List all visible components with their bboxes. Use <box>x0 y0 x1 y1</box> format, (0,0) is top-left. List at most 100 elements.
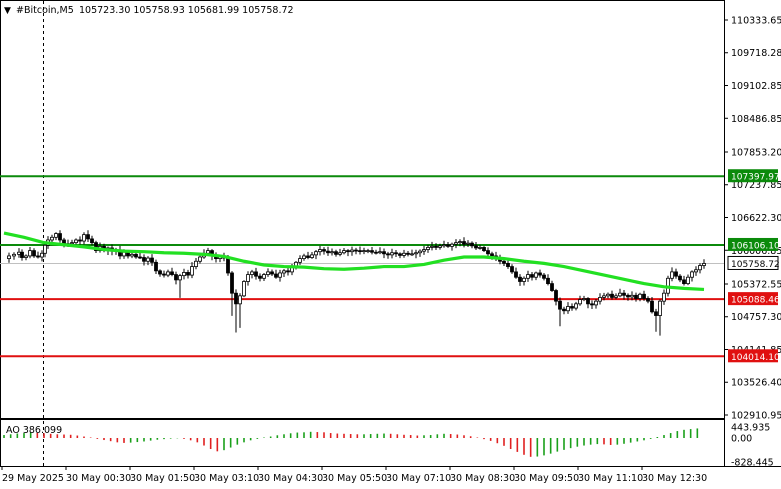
candle-body <box>634 294 638 299</box>
candle-body <box>434 245 438 248</box>
candle-body <box>366 250 370 253</box>
price-level-label: 104014.10 <box>731 353 780 363</box>
candle-body <box>550 283 554 291</box>
price-level-label: 105088.46 <box>731 296 780 306</box>
candle-body <box>250 271 254 275</box>
candle-body <box>74 239 78 244</box>
candle-body <box>510 266 514 273</box>
candle-body <box>622 292 626 296</box>
candle-body <box>502 260 506 264</box>
candle-body <box>698 265 702 271</box>
candle-body <box>17 251 21 255</box>
candle-body <box>526 274 530 279</box>
ao-subwindow-frame <box>0 419 725 467</box>
price-level-tag <box>728 349 778 363</box>
candle-body <box>646 298 650 302</box>
candle-body <box>90 238 94 244</box>
candle-body <box>594 300 598 306</box>
candle-body <box>442 244 446 247</box>
candle-body <box>78 239 82 242</box>
candle-body <box>362 250 366 253</box>
candle-body <box>670 271 674 279</box>
ao-indicator-label: AO 386.099 <box>6 425 62 436</box>
candle-body <box>242 281 246 297</box>
time-tick-label: 30 May 05:50 <box>322 473 387 484</box>
candle-body <box>334 251 338 255</box>
current-price-tag <box>727 255 779 270</box>
candle-body <box>590 303 594 306</box>
candle-body <box>446 244 450 247</box>
candle-body <box>390 252 394 256</box>
candle-body <box>678 275 682 281</box>
candle-body <box>170 271 174 275</box>
candle-body <box>138 256 142 259</box>
time-tick-label: 30 May 08:30 <box>450 473 515 484</box>
candle-body <box>70 242 74 245</box>
price-tick-label: 108486.85 <box>731 114 781 125</box>
candle-body <box>158 270 162 275</box>
candle-body <box>134 253 138 258</box>
candle-body <box>506 262 510 267</box>
candle-body <box>478 247 482 249</box>
candle-body <box>298 258 302 263</box>
candle-body <box>454 242 458 245</box>
candle-body <box>582 298 586 300</box>
candle-body <box>358 250 362 253</box>
candle-body <box>642 293 646 299</box>
candle-body <box>318 249 322 253</box>
candle-body <box>198 256 202 262</box>
candle-body <box>386 253 390 256</box>
candle-body <box>286 270 290 273</box>
candle-body <box>174 274 178 281</box>
price-level-tag <box>728 237 778 251</box>
candle-body <box>610 293 614 298</box>
ao-histogram <box>3 428 699 457</box>
candle-body <box>654 311 658 316</box>
candle-body <box>262 274 266 279</box>
candle-body <box>28 250 32 257</box>
candle-body <box>566 306 570 312</box>
candle-body <box>702 263 706 266</box>
candle-body <box>638 293 642 299</box>
candle-body <box>658 300 662 316</box>
candle-body <box>246 274 250 282</box>
price-tick-label: 109718.28 <box>731 48 781 59</box>
candle-body <box>522 277 526 282</box>
price-tick-label: 110333.65 <box>731 16 781 27</box>
candle-body <box>438 245 442 248</box>
candle-body <box>7 255 11 259</box>
price-tick-label: 106622.30 <box>731 213 781 224</box>
candle-body <box>662 292 666 302</box>
candle-body <box>410 253 414 256</box>
candle-body <box>674 271 678 277</box>
candle-body <box>650 300 654 313</box>
candle-body <box>314 251 318 256</box>
symbol-dropdown-icon[interactable]: ▼ <box>4 6 11 16</box>
candle-body <box>234 292 238 305</box>
candle-body <box>470 242 474 247</box>
candle-body <box>270 271 274 275</box>
candle-body <box>422 249 426 252</box>
price-tick-label: 109102.85 <box>731 81 781 92</box>
candle-body <box>378 251 382 254</box>
candle-body <box>586 298 590 305</box>
price-level-tag <box>728 169 778 183</box>
candle-body <box>354 249 358 252</box>
candle-body <box>142 257 146 262</box>
candle-body <box>630 294 634 298</box>
candle-body <box>238 295 242 305</box>
candle-body <box>374 251 378 254</box>
time-tick-label: 30 May 11:10 <box>578 473 643 484</box>
candle-body <box>690 271 694 278</box>
symbol-label: #Bitcoin,M5 <box>16 5 74 16</box>
candle-body <box>310 254 314 258</box>
candle-body <box>162 273 166 276</box>
candle-body <box>36 255 40 258</box>
candle-body <box>370 250 374 253</box>
candle-body <box>350 249 354 253</box>
candle-body <box>558 300 562 310</box>
time-tick-label: 30 May 01:50 <box>130 473 195 484</box>
candle-body <box>322 249 326 252</box>
candle-body <box>514 271 518 278</box>
